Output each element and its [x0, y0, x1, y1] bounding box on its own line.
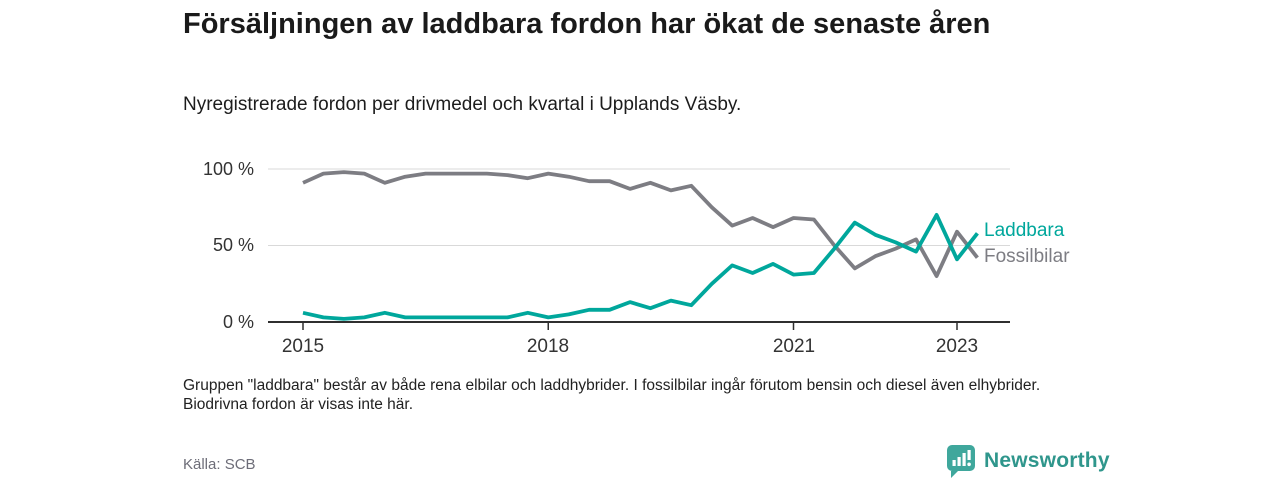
axis-labels: 100 % 50 % 0 % 2015 2018 2021 2023 [203, 159, 978, 357]
mini-bar-chart [952, 450, 971, 467]
newsworthy-badge-icon [947, 445, 975, 478]
x-tick-label-2023: 2023 [936, 336, 978, 357]
series-label-fossilbilar: Fossilbilar [984, 246, 1070, 267]
footnote: Gruppen "laddbara" består av både rena e… [183, 377, 1041, 413]
y-tick-label-100: 100 % [203, 159, 254, 179]
y-tick-label-50: 50 % [213, 235, 254, 255]
y-tick-label-0: 0 % [223, 312, 254, 332]
x-tick-label-2018: 2018 [527, 336, 569, 357]
chart-title: Försäljningen av laddbara fordon har öka… [183, 8, 991, 40]
x-tick-label-2021: 2021 [773, 336, 815, 357]
series-label-laddbara: Laddbara [984, 220, 1065, 241]
series-line-fossilbilar [302, 170, 979, 279]
newsworthy-logo: Newsworthy [945, 444, 1110, 478]
series-line-laddbara [302, 212, 979, 321]
x-tick-label-2015: 2015 [282, 336, 324, 357]
series-lines [302, 170, 979, 321]
newsworthy-wordmark: Newsworthy [984, 449, 1110, 472]
x-axis [268, 321, 1010, 330]
source-attribution: Källa: SCB [183, 456, 256, 473]
gridlines [268, 168, 1010, 246]
chart-subtitle: Nyregistrerade fordon per drivmedel och … [183, 94, 742, 115]
